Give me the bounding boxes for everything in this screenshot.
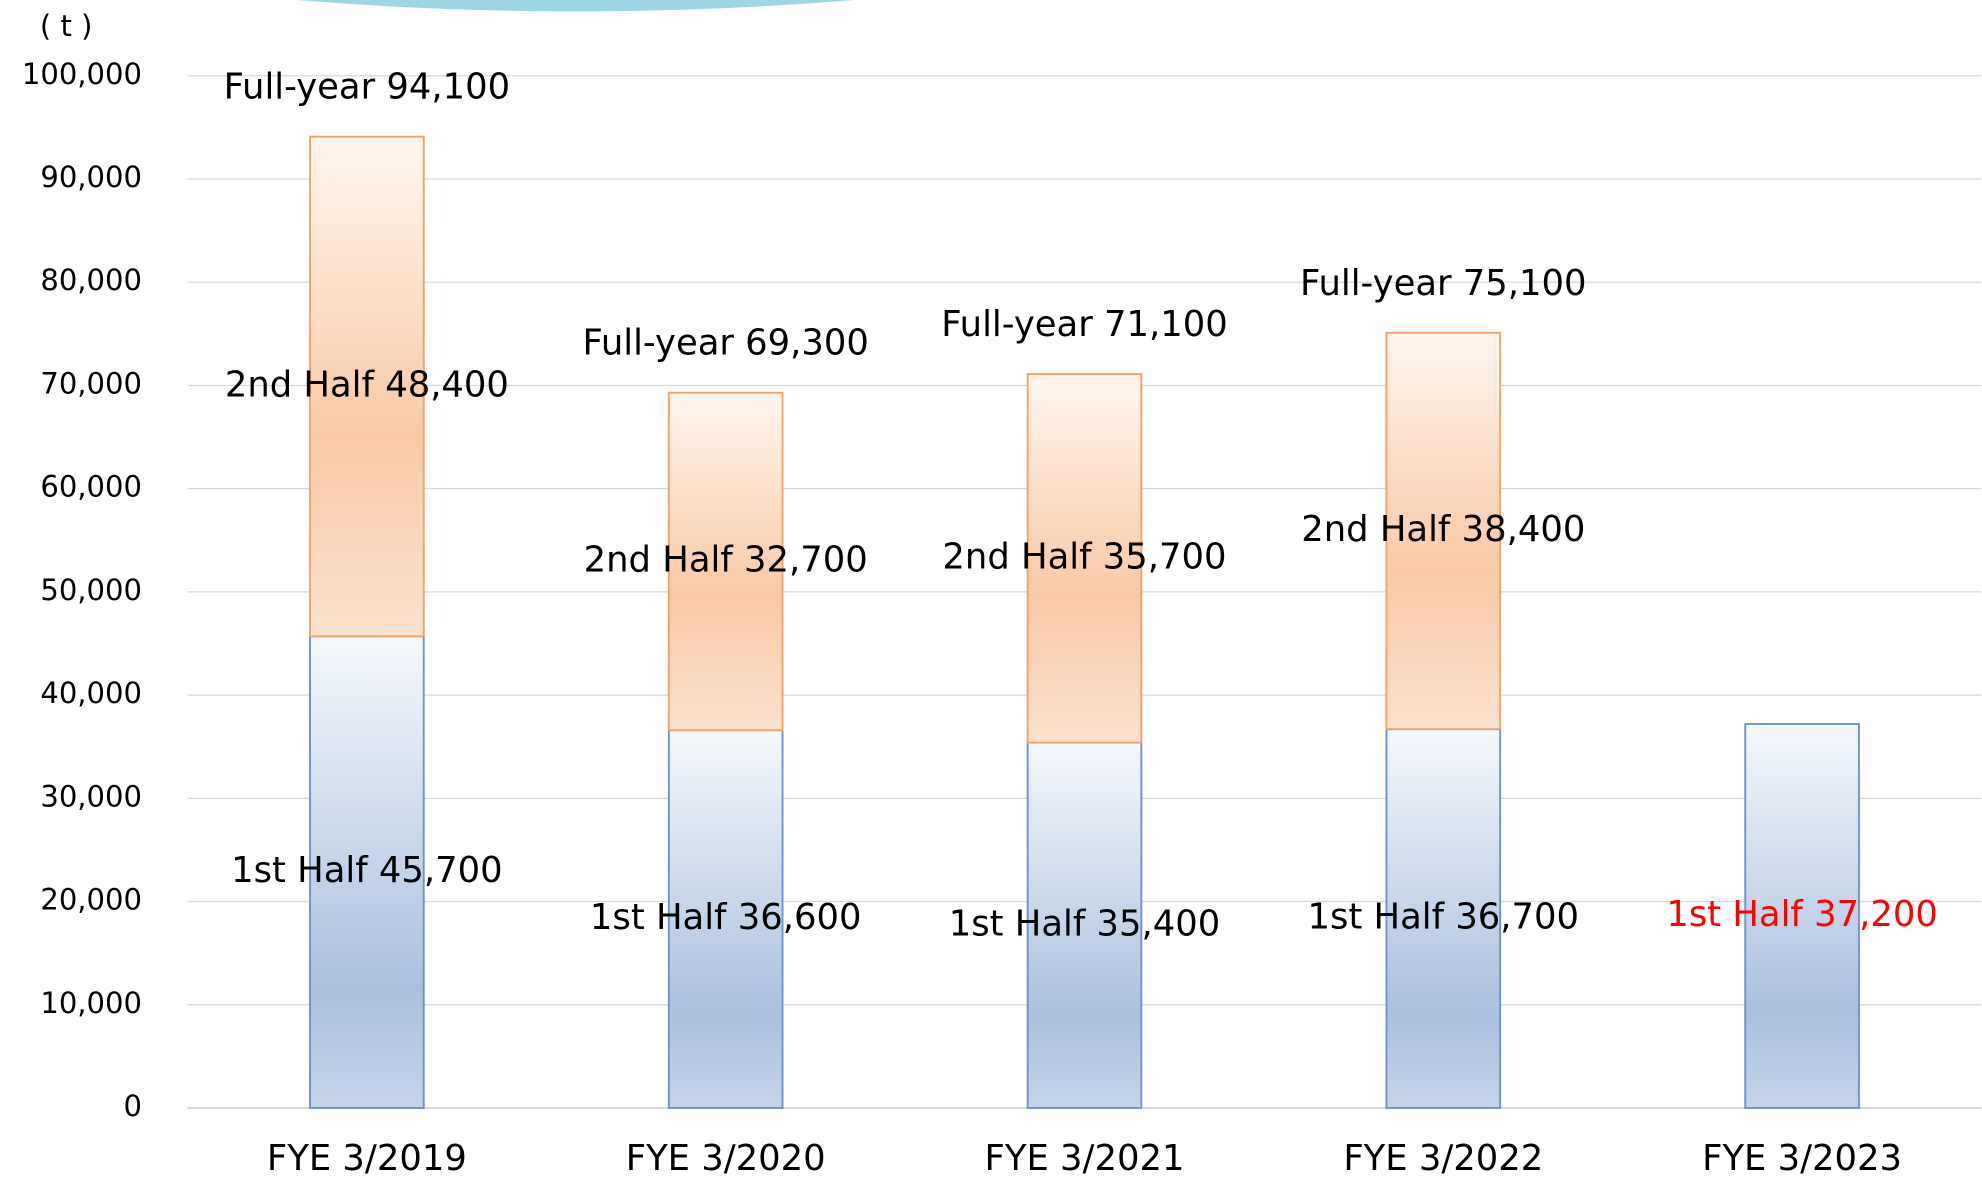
data-label: 2nd Half 32,700 — [584, 539, 868, 580]
x-tick-label: FYE 3/2023 — [1702, 1138, 1902, 1179]
total-label: Full-year 69,300 — [582, 323, 868, 364]
y-tick-label: 40,000 — [40, 676, 142, 710]
y-tick-label: 100,000 — [22, 57, 142, 91]
y-tick-label: 20,000 — [40, 883, 142, 917]
data-label: 1st Half 36,600 — [590, 897, 862, 938]
bar-segment — [1385, 331, 1502, 731]
y-tick-label: 0 — [124, 1089, 142, 1123]
data-label: 1st Half 35,400 — [949, 903, 1221, 944]
data-label: 2nd Half 38,400 — [1301, 509, 1585, 550]
y-tick-label: 10,000 — [40, 986, 142, 1020]
y-tick-label: 60,000 — [40, 470, 142, 504]
x-tick-label: FYE 3/2022 — [1343, 1138, 1543, 1179]
x-tick-label: FYE 3/2019 — [267, 1138, 467, 1179]
total-label: Full-year 71,100 — [941, 304, 1227, 345]
header-decoration — [296, 0, 855, 12]
y-tick-label: 70,000 — [40, 366, 142, 400]
bar-segment — [1026, 741, 1143, 1109]
y-axis-label: ( t ) — [40, 9, 93, 43]
bar-segment — [1026, 373, 1143, 744]
data-label: 1st Half 45,700 — [231, 850, 503, 891]
bar-segment — [667, 391, 784, 732]
bar-segment — [309, 635, 425, 1109]
y-tick-label: 90,000 — [40, 160, 142, 194]
y-tick-label: 50,000 — [40, 573, 142, 607]
x-tick-label: FYE 3/2020 — [626, 1138, 826, 1179]
data-label: 2nd Half 35,700 — [942, 536, 1226, 577]
y-tick-label: 30,000 — [40, 779, 142, 813]
data-label: 2nd Half 48,400 — [225, 364, 509, 405]
total-label: Full-year 75,100 — [1300, 263, 1586, 304]
bar-segment — [1385, 728, 1502, 1109]
bar-segment — [667, 729, 784, 1109]
data-label: 1st Half 36,700 — [1308, 897, 1580, 938]
bar-segment — [1744, 723, 1860, 1109]
data-label: 1st Half 37,200 — [1666, 894, 1938, 935]
bar-segment — [309, 135, 425, 638]
x-tick-label: FYE 3/2021 — [985, 1138, 1185, 1179]
total-label: Full-year 94,100 — [224, 67, 510, 108]
y-tick-label: 80,000 — [40, 263, 142, 297]
